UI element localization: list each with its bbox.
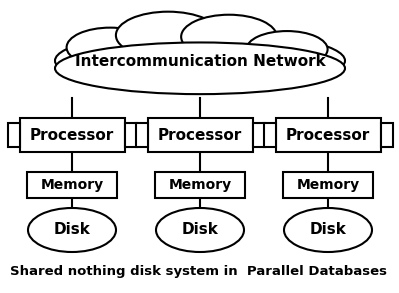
Bar: [148, 118, 253, 152]
Text: Disk: Disk: [310, 222, 346, 238]
Ellipse shape: [181, 15, 277, 59]
Text: Disk: Disk: [182, 222, 218, 238]
Bar: [27, 172, 117, 198]
Bar: [283, 172, 373, 198]
Bar: [124, 123, 136, 147]
Ellipse shape: [28, 208, 116, 252]
Bar: [381, 123, 393, 147]
Ellipse shape: [55, 31, 345, 90]
Ellipse shape: [284, 208, 372, 252]
Text: Memory: Memory: [168, 178, 231, 192]
Bar: [20, 118, 124, 152]
Text: Processor: Processor: [30, 127, 114, 142]
Ellipse shape: [67, 28, 154, 67]
Bar: [275, 118, 381, 152]
Ellipse shape: [116, 12, 220, 59]
Ellipse shape: [247, 31, 328, 68]
Bar: [8, 123, 20, 147]
Text: Processor: Processor: [158, 127, 242, 142]
Text: Memory: Memory: [40, 178, 104, 192]
Bar: [155, 172, 245, 198]
Bar: [136, 123, 148, 147]
Text: Shared nothing disk system in  Parallel Databases: Shared nothing disk system in Parallel D…: [10, 265, 387, 279]
Bar: [263, 123, 275, 147]
Ellipse shape: [55, 42, 345, 94]
Text: Memory: Memory: [296, 178, 359, 192]
Text: Disk: Disk: [53, 222, 91, 238]
Text: Processor: Processor: [286, 127, 370, 142]
Text: Intercommunication Network: Intercommunication Network: [75, 54, 325, 69]
Ellipse shape: [156, 208, 244, 252]
Bar: [253, 123, 265, 147]
